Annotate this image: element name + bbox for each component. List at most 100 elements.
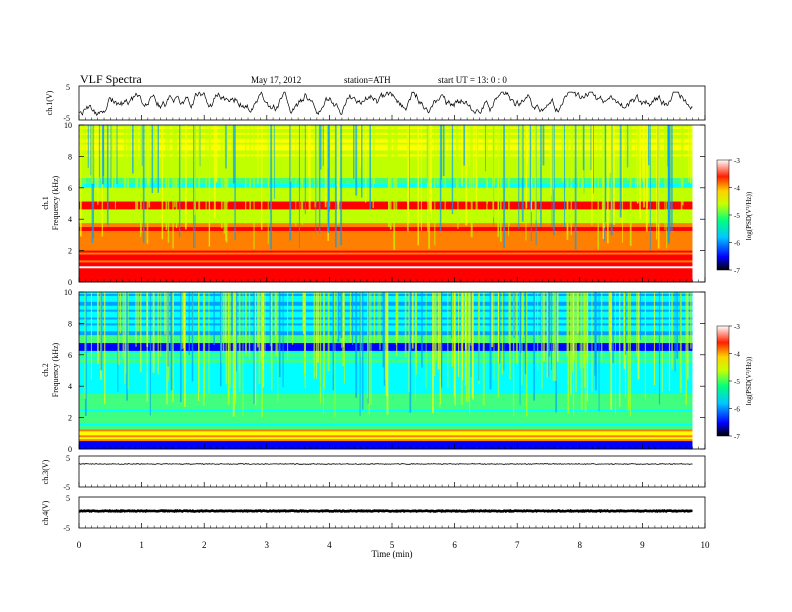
spectrogram-streak: [613, 125, 615, 225]
spectrogram-streak: [147, 125, 149, 185]
spectrogram-band: [79, 195, 693, 199]
x-tick-label: 10: [701, 540, 711, 550]
spectrogram-streak: [334, 125, 337, 248]
spectrogram-streak: [463, 125, 466, 166]
spectrogram-streak: [274, 125, 276, 199]
spectrogram-band: [79, 234, 693, 238]
spectrogram-streak: [127, 292, 129, 390]
spectrogram-streak: [417, 125, 419, 246]
spectrogram-streak: [264, 292, 266, 355]
spectrogram-streak: [132, 125, 134, 174]
spectrogram-streak: [503, 125, 506, 248]
spectrogram-streak: [114, 125, 116, 209]
spectrogram-streak: [253, 292, 255, 405]
spectrogram-streak: [260, 125, 263, 230]
spectrogram-streak: [601, 125, 604, 211]
spectrogram-band: [79, 386, 693, 389]
spectrogram-streak: [561, 125, 564, 183]
spectrogram-streak: [668, 292, 671, 392]
spectrogram-streak: [135, 125, 137, 220]
colorbar-tick-label: -3: [734, 157, 740, 165]
spectrogram-streak: [194, 125, 196, 216]
spectrogram-band: [79, 199, 693, 202]
spectrogram-streak: [465, 125, 468, 226]
spectrogram-band: [79, 132, 693, 136]
spectrogram-band: [79, 144, 693, 147]
spectrogram-streak: [534, 125, 537, 220]
colorbar-tick-label: -7: [734, 433, 740, 441]
spectrogram-band: [79, 215, 693, 218]
spectrogram-band: [79, 405, 693, 409]
colorbar-tick-label: -7: [734, 267, 740, 275]
spectrogram-streak: [245, 292, 247, 356]
spectrogram-band: [79, 380, 693, 383]
spectrogram-streak: [501, 292, 503, 375]
spectrogram-band: [79, 154, 693, 157]
spectrogram-streak: [529, 125, 532, 209]
spectrogram-band: [79, 258, 693, 261]
spectrogram-streak: [242, 292, 244, 416]
spectrogram-streak: [140, 125, 142, 237]
spectrogram-streak: [248, 292, 251, 359]
spectrogram-streak: [291, 292, 294, 345]
spectrogram-streak: [453, 292, 456, 362]
spectrogram-streak: [579, 292, 581, 370]
spectrogram-streak: [521, 292, 523, 385]
spectrogram-streak: [437, 292, 440, 370]
ch1-colorbar-label: log(PSD(V²/Hz)): [745, 191, 753, 240]
spectrogram-band: [79, 160, 693, 163]
spectrogram-streak: [499, 125, 502, 242]
y-tick-label: 6: [68, 351, 72, 360]
y-tick-label: 0: [68, 445, 72, 454]
spectrogram-streak: [315, 125, 317, 234]
spectrogram-band: [79, 227, 693, 230]
spectrogram-streak: [332, 292, 334, 391]
spectrogram-streak: [100, 292, 103, 371]
spectrogram-streak: [343, 292, 345, 384]
spectrogram-streak: [362, 292, 364, 410]
spectrogram-streak: [202, 292, 205, 406]
spectrogram-streak: [637, 292, 640, 380]
spectrogram-streak: [550, 125, 552, 196]
spectrogram-streak: [167, 125, 170, 243]
spectrogram-streak: [125, 125, 126, 200]
colorbar-tick-label: -4: [734, 351, 740, 359]
spectrogram-streak: [361, 125, 363, 198]
x-axis-label: Time (min): [372, 549, 413, 559]
spectrogram-streak: [688, 125, 690, 182]
spectrogram-streak: [530, 125, 533, 213]
spectrogram-band: [79, 164, 693, 167]
ch2-colorbar-label: log(PSD(V²/Hz)): [745, 356, 753, 405]
ch3-waveform-ylabel: ch.3(V): [41, 459, 50, 484]
spectrogram-streak: [592, 125, 594, 200]
spectrogram-band: [79, 388, 693, 391]
station-label: station=ATH: [344, 75, 391, 85]
spectrogram-streak: [567, 125, 569, 236]
spectrogram-streak: [533, 292, 535, 401]
spectrogram-streak: [300, 125, 302, 221]
spectrogram-streak: [229, 292, 231, 388]
spectrogram-band: [79, 260, 693, 263]
spectrogram-streak: [408, 292, 411, 393]
spectrogram-streak: [365, 125, 367, 203]
spectrogram-streak: [135, 292, 137, 347]
spectrogram-streak: [117, 292, 120, 365]
spectrogram-streak: [470, 292, 473, 345]
spectrogram-streak: [664, 125, 666, 231]
spectrogram-streak: [98, 125, 100, 178]
ch1-ytick-bottom: -5: [63, 114, 70, 123]
x-tick-label: 7: [515, 540, 520, 550]
spectrogram-streak: [270, 125, 273, 250]
spectrogram-band: [79, 142, 693, 146]
spectrogram-streak: [582, 125, 585, 171]
spectrogram-streak: [604, 125, 607, 223]
spectrogram-streak: [465, 292, 467, 339]
spectrogram-nodata: [692, 125, 705, 282]
spectrogram-streak: [624, 292, 627, 355]
spectrogram-band: [79, 238, 693, 242]
spectrogram-streak: [122, 292, 124, 359]
spectrogram-streak: [420, 125, 422, 231]
spectrogram-streak: [461, 292, 464, 381]
spectrogram-streak: [355, 125, 358, 196]
spectrogram-streak: [546, 292, 549, 378]
